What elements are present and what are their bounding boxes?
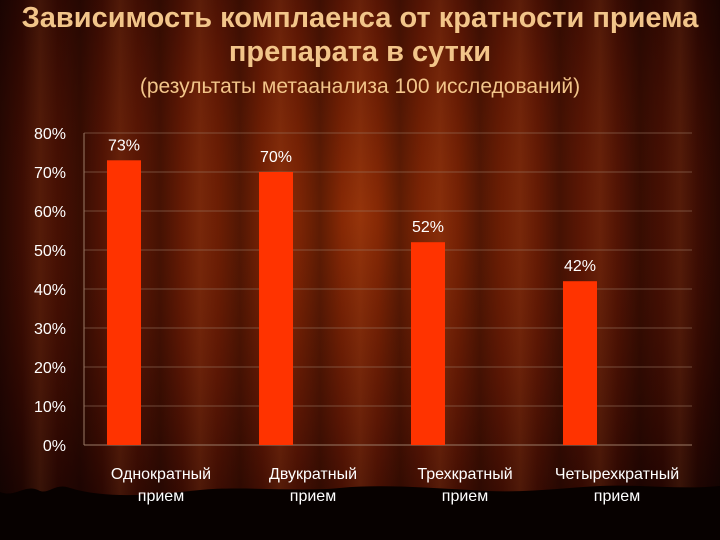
y-tick-label: 0% [43, 438, 66, 455]
bar [563, 281, 597, 445]
data-label: 73% [108, 137, 140, 154]
x-tick-label-line: прием [290, 488, 336, 505]
y-tick-label: 50% [34, 243, 66, 260]
x-tick-label: Трехкратный прием [417, 466, 512, 505]
y-tick-label: 60% [34, 204, 66, 221]
x-tick-label-line: Трехкратный [417, 466, 512, 483]
chart-title-line-1: Зависимость комплаенса от кратности прие… [21, 2, 699, 34]
x-tick-label-line: Однократный [111, 466, 211, 483]
chart-title-line-2: препарата в сутки [228, 36, 492, 68]
y-tick-label: 30% [34, 321, 66, 338]
data-label: 52% [412, 219, 444, 236]
y-tick-label: 70% [34, 165, 66, 182]
x-tick-label-line: прием [594, 488, 640, 505]
data-label: 42% [564, 258, 596, 275]
data-label: 70% [260, 149, 292, 166]
bar [259, 172, 293, 445]
bar [107, 160, 141, 446]
y-tick-label: 80% [34, 126, 66, 143]
x-tick-label-line: Двукратный [269, 466, 357, 483]
y-tick-label: 20% [34, 360, 66, 377]
x-tick-label: Четырехкратный прием [555, 466, 679, 505]
x-tick-label-line: Четырехкратный [555, 466, 679, 483]
x-tick-label-line: прием [442, 488, 488, 505]
x-tick-label: Двукратный прием [269, 466, 357, 505]
bar [411, 242, 445, 445]
y-tick-label: 40% [34, 282, 66, 299]
x-tick-label-line: прием [138, 488, 184, 505]
y-tick-label: 10% [34, 399, 66, 416]
chart-subtitle: (результаты метаанализа 100 исследований… [139, 75, 581, 98]
x-tick-label: Однократный прием [111, 466, 211, 505]
